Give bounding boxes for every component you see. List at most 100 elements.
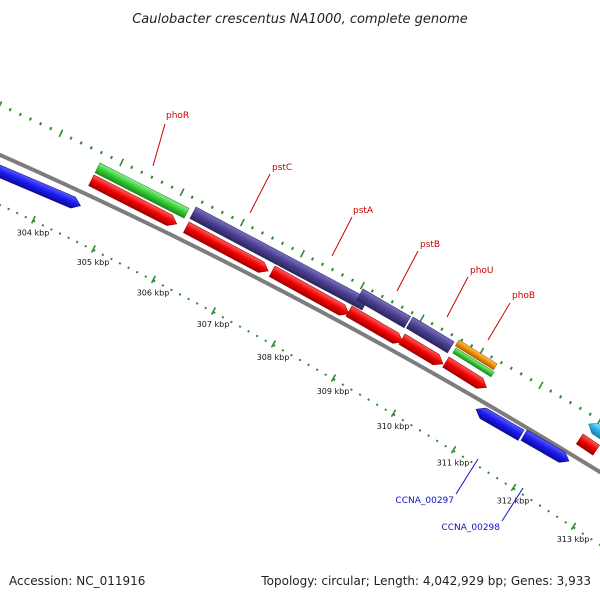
map-title: Caulobacter crescentus NA1000, complete … — [132, 12, 468, 27]
inner-track-dot — [324, 373, 328, 377]
gene-leader-line — [396, 250, 419, 292]
kbp-tick — [450, 445, 457, 454]
gene-label-phor[interactable]: phoR — [166, 111, 189, 121]
kbp-tick — [150, 275, 157, 284]
gene-phoU-purple-bar[interactable] — [405, 316, 455, 354]
outer-track-tick — [119, 158, 125, 167]
cds-red-arrow-pstB[interactable] — [345, 305, 406, 347]
outer-track-tick — [370, 289, 374, 293]
cds-features — [0, 164, 600, 466]
kbp-tick-label: 312 kbp — [497, 496, 530, 505]
outer-track-tick — [230, 215, 234, 220]
outer-track-tick — [58, 129, 64, 138]
gene-cyan-arrow[interactable] — [585, 419, 600, 441]
inner-track-dot — [144, 275, 148, 278]
inner-track-dot — [75, 240, 79, 244]
gene-label-ccna_00298[interactable]: CCNA_00298 — [441, 523, 500, 533]
inner-track-dot — [264, 339, 268, 343]
outer-track-tick — [130, 165, 134, 170]
cds-red-arrow-phoR[interactable] — [88, 174, 180, 229]
gene-blue-arrow-CCNA_00297[interactable] — [473, 404, 525, 441]
gene-leader-line — [152, 123, 166, 167]
cds-red-arrow-phoB[interactable] — [442, 356, 490, 393]
outer-track-tick — [330, 267, 335, 272]
inner-track-dot — [195, 302, 199, 305]
outer-track-tick — [588, 412, 592, 416]
inner-track-dot — [350, 388, 353, 391]
inner-track-dot — [247, 329, 250, 333]
inner-track-dot — [521, 493, 525, 496]
kbp-tick — [390, 409, 397, 418]
cds-red-arrow-pstC[interactable] — [183, 221, 271, 276]
outer-track-tick — [597, 418, 600, 424]
inner-track-dot — [7, 207, 10, 211]
inner-track-dot — [92, 249, 96, 252]
inner-track-dot — [495, 476, 499, 480]
inner-track-dot — [32, 219, 36, 223]
gene-label-ccna_00297[interactable]: CCNA_00297 — [395, 496, 454, 506]
gene-phoB-green-bar[interactable] — [452, 347, 495, 378]
outer-track-tick — [419, 314, 425, 323]
kbp-tick-label: 306 kbp — [137, 288, 170, 297]
outer-track-tick — [220, 210, 224, 215]
outer-track-tick — [250, 225, 255, 230]
gene-leader-line — [446, 276, 469, 318]
inner-track-dot — [461, 455, 465, 459]
outer-track-tick — [320, 262, 325, 267]
inner-track-dot — [418, 429, 422, 432]
outer-track-tick — [440, 327, 444, 331]
outer-track-tick — [239, 218, 245, 227]
cds-red-arrow-pstA[interactable] — [268, 265, 352, 319]
gene-blue-arrow-left[interactable] — [0, 164, 83, 211]
inner-track-dot — [547, 509, 550, 513]
outer-track-tick — [410, 310, 414, 315]
gene-label-phou[interactable]: phoU — [470, 266, 494, 276]
outer-track-tick — [270, 236, 275, 240]
kbp-tick — [570, 522, 577, 531]
outer-track-tick — [69, 136, 73, 140]
dotted-tracks — [0, 101, 600, 547]
inner-track-dot — [367, 398, 370, 402]
gene-phoR-green-bar[interactable] — [94, 162, 190, 219]
inner-track-dot — [101, 253, 105, 257]
kbp-tick — [330, 374, 337, 382]
outer-track-tick — [190, 195, 194, 199]
outer-track-tick — [8, 107, 12, 112]
cds-red-partial[interactable] — [575, 433, 600, 456]
kbp-tick-label: 311 kbp — [437, 459, 470, 468]
cds-red-arrow-phoU[interactable] — [398, 333, 446, 369]
tick-labels: 304 kbp 305 kbp 306 kbp 307 kbp 308 kbp 309 k… — [17, 229, 590, 545]
genome-backbone — [0, 153, 600, 474]
outer-track-tick — [390, 299, 394, 304]
inner-track-dot — [332, 378, 336, 381]
inner-track-dot — [298, 358, 302, 362]
outer-track-tick — [290, 246, 295, 251]
outer-track-tick — [340, 273, 345, 277]
outer-track-tick — [470, 344, 474, 348]
gene-blue-arrow-CCNA_00298[interactable] — [520, 429, 572, 466]
inner-track-dot — [110, 257, 113, 261]
gene-label-pstb[interactable]: pstB — [420, 240, 440, 250]
inner-track-dot — [427, 434, 430, 437]
outer-track-tick — [310, 257, 315, 261]
gene-label-psta[interactable]: pstA — [353, 206, 374, 216]
inner-track-dot — [555, 515, 559, 519]
inner-track-dot — [504, 482, 508, 486]
inner-track-dot — [564, 520, 568, 524]
inner-track-dot — [487, 471, 490, 475]
gene-pstB-purple-bar[interactable] — [356, 288, 411, 329]
outer-track-tick — [99, 150, 103, 155]
inner-track-dot — [255, 334, 259, 338]
outer-track-tick — [28, 117, 33, 121]
inner-track-dot — [590, 537, 593, 541]
outer-track-tick — [79, 141, 83, 145]
gene-phoB-orange-bar[interactable] — [454, 339, 498, 371]
inner-track-dot — [221, 315, 225, 319]
gene-label-pstc[interactable]: pstC — [272, 163, 292, 173]
kbp-tick — [210, 307, 217, 315]
outer-track-tick — [160, 180, 164, 184]
kbp-tick-label: 307 kbp — [197, 320, 230, 329]
outer-track-tick — [509, 366, 513, 371]
gene-label-phob[interactable]: phoB — [512, 291, 535, 301]
